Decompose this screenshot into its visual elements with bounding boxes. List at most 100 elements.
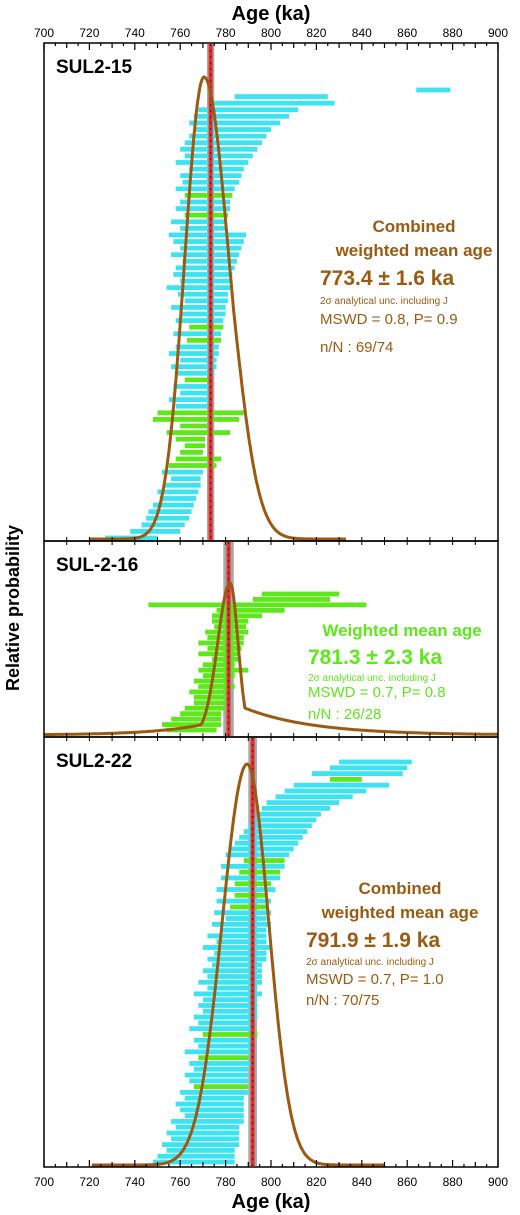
x-tick-label: 880 (443, 26, 463, 40)
x-tick-label: 880 (443, 1175, 463, 1189)
age-bar (184, 1049, 253, 1055)
age-bar (162, 722, 222, 727)
annotation-value: 781.3 ± 2.3 ka (308, 646, 442, 669)
age-bar (171, 305, 226, 310)
age-bar (216, 887, 276, 892)
age-bar (148, 509, 192, 515)
age-bar (168, 232, 247, 238)
age-bar (166, 285, 231, 291)
age-bar (175, 265, 235, 271)
age-bar (214, 950, 267, 956)
age-bar (175, 1124, 240, 1130)
age-bar (211, 921, 271, 927)
age-bar (166, 1130, 240, 1136)
age-bar (202, 1008, 258, 1014)
age-bar (184, 140, 262, 146)
age-bar (189, 133, 267, 139)
x-tick-label: 780 (216, 26, 236, 40)
age-bar (189, 166, 244, 172)
age-bar (152, 417, 240, 422)
age-bar (193, 1084, 249, 1090)
age-bar (146, 515, 190, 521)
age-bar (198, 667, 249, 673)
age-bar (175, 1101, 244, 1107)
age-bar (284, 788, 367, 794)
age-bar (171, 716, 222, 722)
age-bar (171, 252, 240, 258)
annotation-heading: weighted mean age (335, 241, 493, 260)
age-bar (157, 1153, 235, 1159)
age-bar (207, 956, 267, 962)
age-bar (311, 771, 403, 776)
age-bar (198, 651, 240, 657)
age-bar (189, 1078, 249, 1084)
x-tick-label: 700 (34, 26, 54, 40)
age-bar (173, 272, 233, 277)
x-tick-label: 760 (170, 1175, 190, 1189)
age-bar (239, 869, 281, 875)
annotation-heading: Combined (372, 217, 455, 236)
age-bar (175, 403, 208, 409)
age-bar (275, 794, 353, 800)
age-bar (193, 700, 226, 706)
age-bar (162, 1142, 240, 1148)
age-bar (225, 916, 267, 921)
panel-sul-2-16: SUL-2-16 Weighted mean age 781.3 ± 2.3 ka 2… (43, 540, 499, 738)
age-bar (184, 705, 226, 711)
age-bar (180, 357, 217, 363)
age-bar (193, 991, 262, 997)
age-bar (189, 324, 224, 330)
age-bar (164, 482, 201, 488)
age-bar (293, 782, 390, 788)
x-tick-label: 840 (352, 26, 372, 40)
x-axes: 700 720 740 760 780 800 820 840 860 880 900 700 720 7… (34, 26, 508, 1189)
age-bar (211, 962, 262, 968)
probability-curve (44, 581, 498, 737)
annotation-value: 791.9 ± 1.9 ka (306, 929, 440, 952)
age-bar (193, 113, 290, 119)
age-bar (198, 1003, 258, 1008)
age-bar (159, 496, 197, 501)
age-bar (189, 1061, 253, 1066)
age-bar (207, 985, 258, 991)
age-bar (171, 1119, 244, 1124)
age-bar (198, 979, 262, 985)
age-bar (330, 776, 362, 782)
x-tick-label: 740 (125, 1175, 145, 1189)
age-bar (330, 765, 408, 771)
x-tick-label: 720 (79, 1175, 99, 1189)
annotation-heading: Combined (358, 879, 441, 898)
weighted-mean-annotation: Combined weighted mean age 791.9 ± 1.9 ka 2… (306, 879, 478, 1009)
age-bar (180, 199, 231, 205)
annotation-note: 2σ analytical unc. including J (306, 957, 434, 968)
probability-curve (91, 762, 385, 1167)
age-bar (130, 529, 181, 534)
age-bar (198, 107, 299, 113)
age-bar (184, 193, 233, 198)
annotation-mswd: MSWD = 0.7, P= 0.8 (308, 684, 446, 701)
age-bar (184, 1072, 249, 1078)
x-tick-label: 860 (397, 1175, 417, 1189)
age-bar (225, 852, 290, 858)
age-bar (243, 829, 308, 834)
age-bar (175, 344, 219, 350)
age-bar (166, 1148, 235, 1153)
age-bar (166, 430, 231, 435)
age-bar (184, 212, 228, 218)
age-bar (189, 120, 281, 126)
annotation-note: 2σ analytical unc. including J (320, 296, 448, 307)
age-bar (141, 522, 185, 528)
age-bar (198, 1043, 253, 1049)
age-bar (171, 219, 226, 225)
age-bar (184, 1095, 244, 1101)
age-bar (221, 875, 281, 881)
age-bar (239, 834, 303, 840)
annotation-n-count: n/N : 26/28 (308, 706, 381, 723)
x-tick-label: 740 (125, 26, 145, 40)
y-axis-title: Relative probability (3, 525, 23, 691)
age-bar (177, 291, 228, 297)
age-bar (216, 898, 271, 904)
age-bar (202, 673, 235, 678)
weighted-mean-annotation: Combined weighted mean age 773.4 ± 1.6 ka 2… (320, 217, 492, 356)
